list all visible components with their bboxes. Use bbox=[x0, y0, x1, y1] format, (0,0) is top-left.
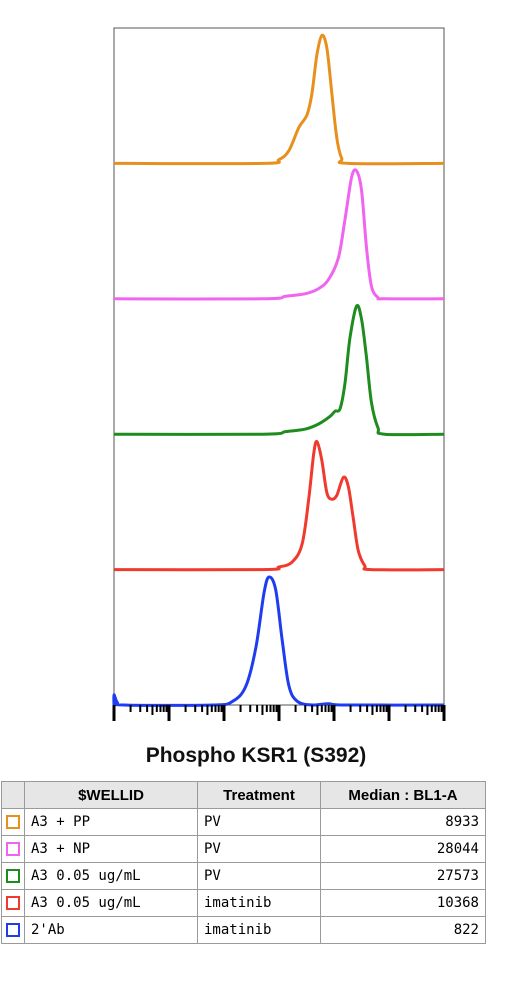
legend-row[interactable]: A3 0.05 ug/mL PV 27573 bbox=[1, 862, 486, 890]
legend-swatch[interactable] bbox=[6, 896, 20, 910]
legend-row[interactable]: A3 0.05 ug/mL imatinib 10368 bbox=[1, 889, 486, 917]
legend-wellid: A3 0.05 ug/mL bbox=[24, 889, 198, 917]
legend-wellid: A3 + PP bbox=[24, 808, 198, 836]
histogram-series bbox=[113, 168, 445, 301]
legend-treatment: PV bbox=[197, 808, 321, 836]
legend-row[interactable]: A3 + NP PV 28044 bbox=[1, 835, 486, 863]
histogram-series bbox=[113, 303, 445, 437]
legend-wellid: 2'Ab bbox=[24, 916, 198, 944]
legend-swatch-cell bbox=[1, 862, 25, 890]
legend-median: 27573 bbox=[320, 862, 486, 890]
legend-header-swatch bbox=[1, 781, 25, 809]
histogram-series bbox=[113, 439, 445, 572]
legend-header-row: $WELLID Treatment Median : BL1-A bbox=[1, 781, 486, 809]
legend-row[interactable]: A3 + PP PV 8933 bbox=[1, 808, 486, 836]
legend-swatch-cell bbox=[1, 835, 25, 863]
legend-table: $WELLID Treatment Median : BL1-A A3 + PP… bbox=[1, 781, 486, 944]
legend-swatch-cell bbox=[1, 916, 25, 944]
legend-swatch[interactable] bbox=[6, 842, 20, 856]
legend-median: 28044 bbox=[320, 835, 486, 863]
histogram-plot bbox=[112, 27, 446, 721]
legend-header-wellid: $WELLID bbox=[24, 781, 198, 809]
legend-swatch[interactable] bbox=[6, 869, 20, 883]
legend-treatment: imatinib bbox=[197, 916, 321, 944]
legend-wellid: A3 0.05 ug/mL bbox=[24, 862, 198, 890]
histogram-series bbox=[112, 575, 445, 707]
legend-swatch[interactable] bbox=[6, 923, 20, 937]
chart-title: Phospho KSR1 (S392) bbox=[145, 744, 367, 767]
legend-median: 10368 bbox=[320, 889, 486, 917]
legend-wellid: A3 + NP bbox=[24, 835, 198, 863]
legend-swatch-cell bbox=[1, 808, 25, 836]
histogram-series bbox=[113, 33, 445, 166]
legend-treatment: imatinib bbox=[197, 889, 321, 917]
legend-treatment: PV bbox=[197, 862, 321, 890]
legend-treatment: PV bbox=[197, 835, 321, 863]
legend-median: 822 bbox=[320, 916, 486, 944]
legend-swatch-cell bbox=[1, 889, 25, 917]
legend-median: 8933 bbox=[320, 808, 486, 836]
legend-header-median: Median : BL1-A bbox=[320, 781, 486, 809]
legend-row[interactable]: 2'Ab imatinib 822 bbox=[1, 916, 486, 944]
legend-swatch[interactable] bbox=[6, 815, 20, 829]
legend-header-treatment: Treatment bbox=[197, 781, 321, 809]
